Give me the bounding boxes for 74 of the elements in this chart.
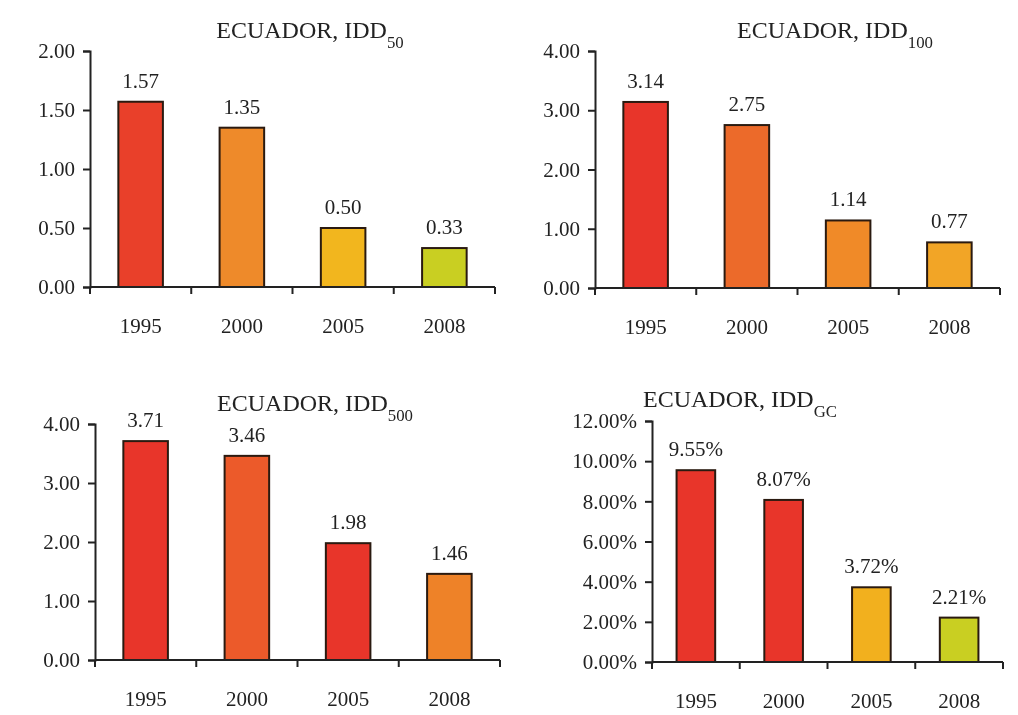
y-tick-label: 2.00 [38, 39, 75, 64]
bar [926, 241, 973, 289]
data-label: 1.35 [223, 94, 261, 119]
x-tick-label: 2005 [322, 314, 365, 338]
x-tick-label: 2008 [938, 689, 981, 713]
x-tick-label: 2005 [327, 687, 370, 711]
y-tick-label: 4.00 [543, 39, 580, 64]
bar [218, 126, 266, 288]
y-tick-label: 12.00% [572, 409, 637, 434]
y-tick-label: 0.00 [43, 648, 80, 673]
y-tick-label: 1.50 [38, 98, 75, 123]
data-label: 2.75 [728, 92, 766, 117]
data-label: 1.46 [431, 540, 468, 565]
y-tick-label: 0.00% [582, 650, 637, 675]
bar [122, 440, 169, 661]
bar [723, 124, 771, 289]
data-label: 1.98 [329, 510, 367, 535]
x-tick-label: 2008 [423, 314, 466, 338]
bar [223, 454, 271, 661]
y-tick-label: 1.00 [43, 589, 80, 614]
x-tick-label: 2008 [428, 687, 471, 711]
bar [426, 572, 473, 661]
chart-title: ECUADOR, IDD$_{500}$ [217, 390, 413, 425]
data-label: 3.72% [844, 554, 899, 579]
x-tick-label: 1995 [624, 315, 667, 339]
x-tick-label: 2000 [225, 687, 268, 711]
bar [675, 469, 717, 663]
bar [622, 100, 669, 289]
bar [421, 247, 468, 288]
data-label: 3.14 [627, 68, 665, 93]
bar [938, 616, 980, 663]
x-tick-label: 2005 [850, 689, 893, 713]
bar [763, 498, 804, 663]
bar [851, 586, 892, 663]
y-tick-label: 10.00% [572, 449, 637, 474]
data-label: 3.71 [127, 408, 164, 433]
chart-title: ECUADOR, IDD$_{100}$ [737, 17, 933, 52]
data-label: 1.14 [829, 187, 867, 212]
bar [824, 219, 872, 289]
data-label: 0.50 [324, 195, 362, 219]
y-tick-label: 3.00 [543, 98, 580, 123]
x-tick-label: 2005 [827, 315, 870, 339]
y-tick-label: 3.00 [43, 471, 80, 496]
data-label: 3.46 [228, 422, 266, 447]
bar [319, 227, 367, 288]
chart-title: ECUADOR, IDD$_{50}$ [216, 17, 404, 52]
data-label: 8.07% [756, 466, 811, 491]
data-label: 0.33 [426, 215, 463, 240]
data-label: 1.57 [122, 68, 159, 93]
chart-title: ECUADOR, IDD$_{GC}$ [643, 386, 837, 421]
x-tick-label: 1995 [124, 687, 167, 711]
y-tick-label: 2.00 [543, 157, 580, 182]
y-tick-label: 8.00% [582, 489, 637, 514]
x-tick-label: 2008 [928, 315, 971, 339]
y-tick-label: 4.00 [43, 412, 80, 437]
y-tick-label: 2.00% [582, 610, 637, 635]
x-tick-label: 1995 [119, 314, 162, 338]
x-tick-label: 2000 [220, 314, 263, 338]
x-tick-label: 1995 [674, 689, 717, 713]
data-label: 0.77 [931, 209, 968, 234]
y-tick-label: 0.00 [543, 276, 580, 301]
y-tick-label: 2.00 [43, 530, 80, 555]
x-tick-label: 2000 [725, 315, 768, 339]
data-label: 2.21% [932, 584, 987, 609]
y-tick-label: 4.00% [582, 569, 637, 594]
x-tick-label: 2000 [762, 689, 805, 713]
y-tick-label: 0.50 [38, 216, 75, 241]
y-tick-label: 1.00 [543, 216, 580, 241]
y-tick-label: 6.00% [582, 529, 637, 554]
bar [117, 100, 164, 288]
bar [324, 542, 372, 661]
data-label: 9.55% [668, 437, 723, 462]
y-tick-label: 0.00 [38, 275, 75, 300]
y-tick-label: 1.00 [38, 157, 75, 182]
